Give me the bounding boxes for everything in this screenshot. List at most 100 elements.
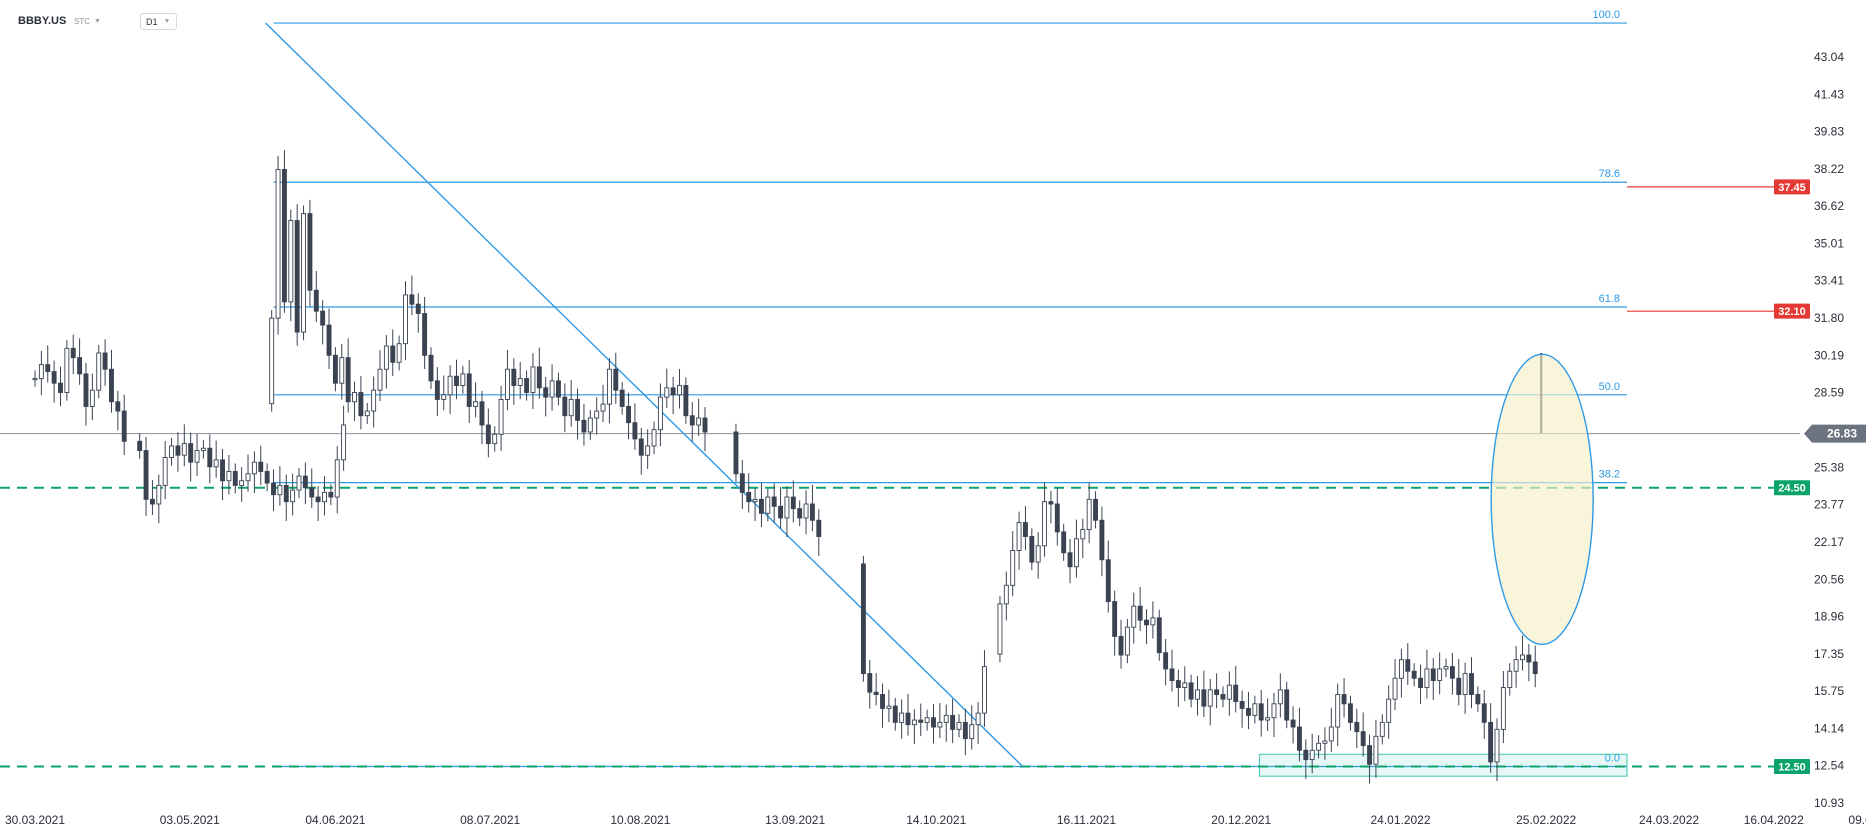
bearish-candle xyxy=(109,368,114,403)
date-axis-tick: 04.06.2021 xyxy=(305,813,365,827)
bullish-candle xyxy=(1010,550,1016,586)
bullish-candle xyxy=(492,433,498,445)
bearish-candle xyxy=(422,313,428,356)
timeframe-selector[interactable]: D1 ▼ xyxy=(140,13,178,30)
price-axis-tick: 25.38 xyxy=(1814,460,1844,474)
bullish-candle xyxy=(96,352,102,391)
bearish-candle xyxy=(1169,668,1175,682)
date-axis-tick: 16.04.2022 xyxy=(1744,813,1804,827)
bearish-candle xyxy=(313,289,319,312)
bullish-candle xyxy=(1322,740,1328,744)
bullish-candle xyxy=(1124,626,1130,656)
price-axis-tick: 38.22 xyxy=(1814,162,1844,176)
bearish-candle xyxy=(1367,745,1372,765)
bullish-candle xyxy=(696,417,702,426)
bearish-candle xyxy=(562,396,568,417)
bullish-candle xyxy=(277,484,283,496)
bearish-candle xyxy=(1354,721,1360,733)
bullish-candle xyxy=(1500,687,1506,730)
fibonacci-level-label: 100.0 xyxy=(1592,9,1620,21)
bearish-candle xyxy=(283,484,289,503)
bearish-candle xyxy=(873,691,879,695)
bullish-candle xyxy=(194,450,200,463)
fibonacci-level-label: 38.2 xyxy=(1599,469,1620,481)
bullish-candle xyxy=(377,368,383,391)
bullish-candle xyxy=(364,410,370,417)
date-axis-tick: 25.02.2022 xyxy=(1516,813,1576,827)
bullish-candle xyxy=(1316,742,1322,751)
bearish-candle xyxy=(358,392,364,417)
bullish-candle xyxy=(1226,684,1232,700)
price-axis-tick: 14.14 xyxy=(1814,721,1844,735)
instrument-type-label: STC xyxy=(74,16,90,26)
bearish-candle xyxy=(143,450,149,500)
bullish-candle xyxy=(600,403,606,412)
bullish-candle xyxy=(89,389,95,407)
bullish-candle xyxy=(38,364,44,379)
bullish-candle xyxy=(1265,717,1271,721)
bearish-candle xyxy=(1411,670,1417,679)
bullish-candle xyxy=(645,445,651,456)
bullish-candle xyxy=(606,368,612,405)
bullish-candle xyxy=(664,387,670,398)
bearish-candle xyxy=(1022,522,1028,537)
bullish-candle xyxy=(1513,659,1519,672)
bearish-candle xyxy=(1067,552,1073,568)
bearish-candle xyxy=(575,398,581,421)
bearish-candle xyxy=(1054,503,1060,533)
bearish-candle xyxy=(326,324,332,356)
bearish-candle xyxy=(390,345,396,363)
bullish-candle xyxy=(181,443,187,456)
bullish-candle xyxy=(1182,682,1188,688)
bullish-candle xyxy=(383,345,389,370)
date-axis-tick: 13.09.2021 xyxy=(765,813,825,827)
bullish-candle xyxy=(1016,522,1022,551)
bearish-candle xyxy=(670,387,676,396)
bearish-candle xyxy=(1488,721,1494,763)
bullish-candle xyxy=(677,385,682,396)
date-axis-tick: 14.10.2021 xyxy=(906,813,966,827)
bullish-candle xyxy=(288,220,294,303)
bearish-candle xyxy=(1418,677,1423,688)
bearish-candle xyxy=(797,508,803,519)
bearish-candle xyxy=(1220,694,1226,700)
bearish-candle xyxy=(581,419,587,433)
bullish-candle xyxy=(594,410,600,419)
level-price-badge xyxy=(1774,759,1810,775)
bullish-candle xyxy=(275,168,281,319)
bullish-candle xyxy=(352,392,357,403)
price-axis-tick: 31.80 xyxy=(1814,311,1844,325)
bearish-candle xyxy=(702,417,708,433)
bearish-candle xyxy=(83,373,89,407)
bearish-candle xyxy=(931,717,936,728)
bearish-candle xyxy=(1112,601,1118,637)
bearish-candle xyxy=(428,354,434,382)
bearish-candle xyxy=(232,471,238,486)
bullish-candle xyxy=(239,480,245,486)
instrument-type-dropdown[interactable]: STC ▼ xyxy=(74,12,101,30)
bearish-candle xyxy=(1456,677,1462,695)
bearish-candle xyxy=(315,496,321,503)
bullish-candle xyxy=(1520,654,1525,661)
bearish-candle xyxy=(1239,701,1245,709)
bearish-candle xyxy=(809,503,815,521)
bullish-candle xyxy=(899,712,905,723)
bearish-candle xyxy=(790,496,796,510)
bullish-candle xyxy=(1086,498,1092,531)
bullish-candle xyxy=(341,424,347,461)
bearish-candle xyxy=(70,347,76,359)
bearish-candle xyxy=(1469,673,1474,695)
bearish-candle xyxy=(1246,707,1251,716)
bullish-candle xyxy=(32,378,38,381)
price-axis-tick: 22.17 xyxy=(1814,535,1844,549)
bullish-candle xyxy=(473,401,479,407)
date-axis-tick: 20.12.2021 xyxy=(1211,813,1271,827)
bullish-candle xyxy=(245,473,251,482)
bearish-candle xyxy=(1297,726,1302,751)
bearish-candle xyxy=(758,498,764,514)
bullish-candle xyxy=(1398,659,1404,679)
bearish-candle xyxy=(1118,635,1124,656)
bearish-candle xyxy=(415,303,421,314)
bearish-candle xyxy=(905,712,911,726)
